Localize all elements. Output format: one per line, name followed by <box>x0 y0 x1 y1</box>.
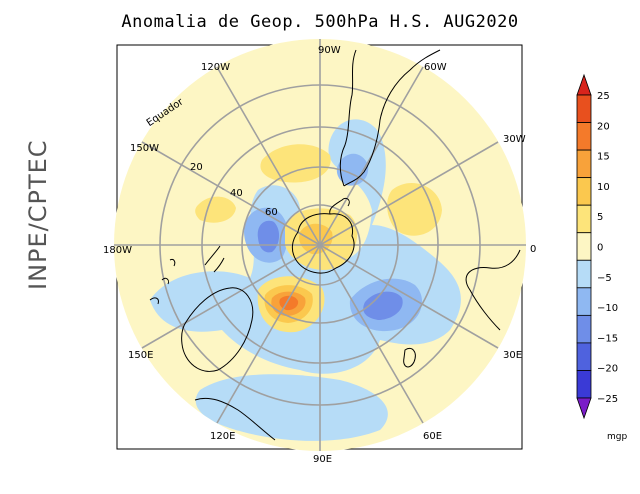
colorbar-scale <box>576 73 592 420</box>
longitude-label-0: 0 <box>530 244 536 255</box>
colorbar-unit: mgp <box>607 432 627 442</box>
latitude-label-60: 60 <box>265 207 278 218</box>
longitude-label-30w: 30W <box>503 134 526 145</box>
colorbar-tick-label: −15 <box>597 333 618 344</box>
colorbar-top-arrow <box>576 73 592 96</box>
meridian-line <box>141 141 321 246</box>
latitude-label-40: 40 <box>230 188 243 199</box>
colorbar-tick-label: −20 <box>597 364 618 375</box>
colorbar-tick-label: −25 <box>597 394 618 405</box>
longitude-label-120w: 120W <box>201 62 230 73</box>
colorbar-box <box>576 232 592 261</box>
africa-coast <box>465 249 521 331</box>
colorbar-tick-label: 25 <box>597 91 610 102</box>
meridian-line <box>319 244 499 349</box>
longitude-label-60w: 60W <box>424 62 447 73</box>
colorbar-box <box>576 149 592 179</box>
colorbar-tick-label: 20 <box>597 121 610 132</box>
meridian-line <box>319 244 424 424</box>
colorbar-tick-label: 10 <box>597 182 610 193</box>
colorbar-tick-label: 5 <box>597 212 603 223</box>
antarctica-coast <box>291 213 355 274</box>
colorbar-box <box>576 122 592 151</box>
colorbar-box <box>576 287 592 316</box>
australia-coast <box>181 287 254 372</box>
map-title: Anomalia de Geop. 500hPa H.S. AUG2020 <box>121 12 519 32</box>
colorbar-box <box>576 204 592 234</box>
negative-anomaly-region <box>195 374 388 441</box>
meridian-line <box>141 244 321 349</box>
longitude-label-60e: 60E <box>423 431 442 442</box>
colorbar-box <box>576 94 592 123</box>
colorbar-tick-label: 15 <box>597 152 610 163</box>
meridian-line <box>216 244 321 424</box>
latitude-label-20: 20 <box>190 162 203 173</box>
colorbar-box <box>576 342 592 371</box>
longitude-grid <box>114 39 526 451</box>
longitude-label-120e: 120E <box>210 431 235 442</box>
colorbar-box <box>576 370 592 399</box>
antarctic-peninsula-coast <box>329 197 350 215</box>
colorbar-tick-label: 0 <box>597 243 603 254</box>
longitude-label-180w: 180W <box>103 245 132 256</box>
pacific-islands-coast <box>149 259 176 305</box>
longitude-label-150w: 150W <box>130 143 159 154</box>
colorbar-box <box>576 259 592 289</box>
colorbar-bottom-arrow <box>576 397 592 420</box>
longitude-label-30e: 30E <box>503 350 522 361</box>
colorbar-tick-label: −5 <box>597 273 612 284</box>
meridian-line <box>319 66 424 246</box>
colorbar-box <box>576 314 592 344</box>
meridian-line <box>319 141 499 246</box>
madagascar-coast <box>403 347 416 368</box>
negative-anomaly-region <box>363 291 403 320</box>
colorbar-tick-label: −10 <box>597 303 618 314</box>
meridian-line <box>216 66 321 246</box>
colorbar-ticks: 25 20 15 10 5 0 −5 −10 −15 −20 −25 <box>597 91 618 405</box>
longitude-label-90e: 90E <box>313 454 332 465</box>
coastlines <box>149 49 521 441</box>
colorbar-box <box>576 177 592 206</box>
longitude-label-150e: 150E <box>128 350 153 361</box>
indonesia-coast <box>194 397 276 441</box>
new-zealand-coast <box>204 245 225 273</box>
south-america-coast <box>339 49 441 187</box>
longitude-label-90w: 90W <box>318 45 341 56</box>
